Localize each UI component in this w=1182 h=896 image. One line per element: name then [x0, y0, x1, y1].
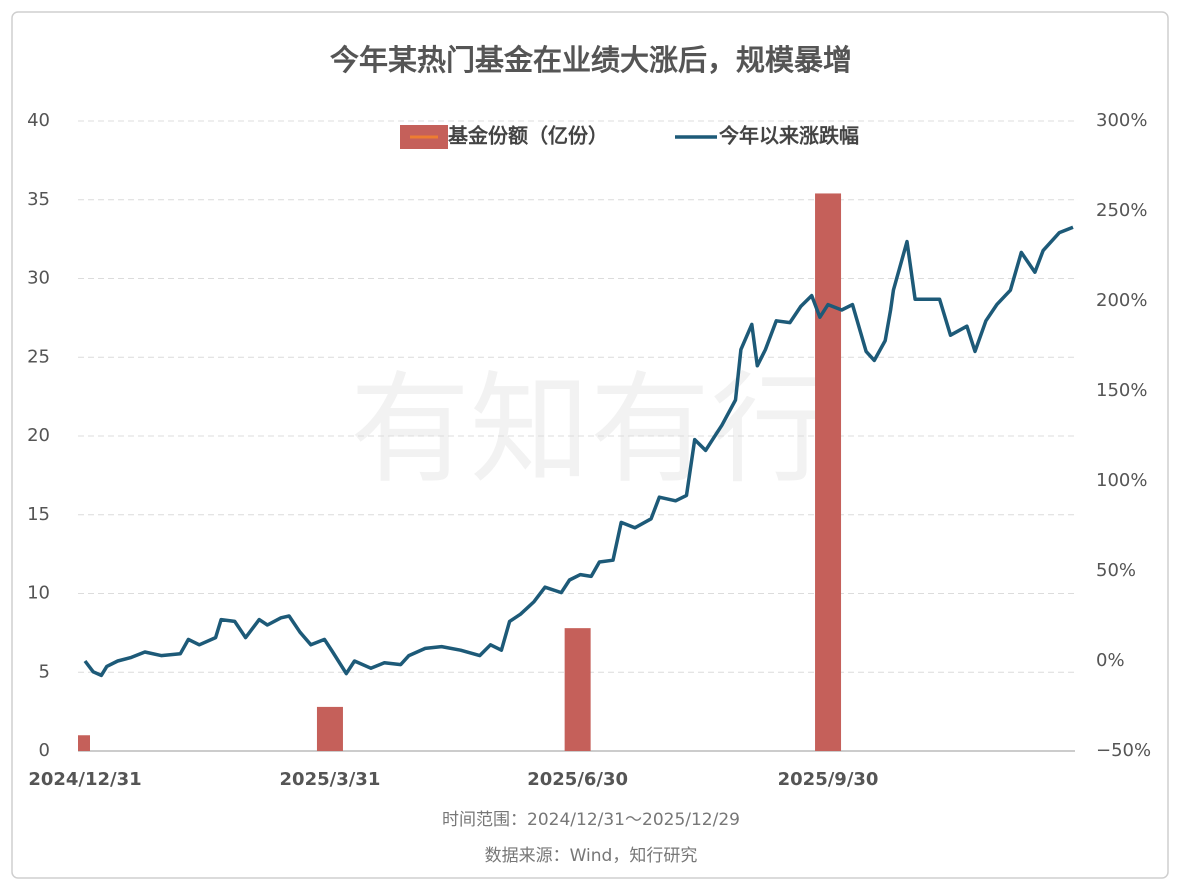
y-tick-label: 30	[27, 268, 50, 289]
bar	[78, 735, 90, 751]
y2-tick-label: 50%	[1096, 560, 1136, 581]
y2-tick-label: 300%	[1096, 110, 1147, 131]
watermark: 有知有行	[350, 361, 830, 500]
y2-tick-label: 250%	[1096, 200, 1147, 221]
line	[83, 225, 1074, 678]
y2-tick-label: 100%	[1096, 470, 1147, 491]
legend-label: 基金份额（亿份）	[448, 124, 608, 148]
chart-title: 今年某热门基金在业绩大涨后，规模暴增	[330, 43, 852, 77]
y2-tick-label: 200%	[1096, 290, 1147, 311]
y-tick-label: 35	[27, 189, 50, 210]
x-tick-label: 2025/6/30	[527, 769, 628, 790]
y-tick-label: 0	[39, 740, 50, 761]
legend-label: 今年以来涨跌幅	[719, 124, 859, 148]
x-tick-label: 2024/12/31	[28, 769, 141, 790]
note: 数据来源：Wind，知行研究	[485, 846, 698, 866]
bar	[815, 193, 842, 751]
y2-tick-label: −50%	[1096, 740, 1151, 761]
y-tick-label: 20	[27, 425, 50, 446]
y-tick-label: 25	[27, 346, 50, 367]
y2-tick-label: 0%	[1096, 650, 1125, 671]
y-tick-label: 10	[27, 583, 50, 604]
note: 时间范围：2024/12/31～2025/12/29	[442, 810, 740, 830]
x-tick-label: 2025/9/30	[778, 769, 879, 790]
y-tick-label: 5	[39, 661, 50, 682]
y-tick-label: 15	[27, 504, 50, 525]
frame	[11, 11, 1169, 879]
x-tick-label: 2025/3/31	[280, 769, 381, 790]
bar	[316, 706, 343, 751]
bar	[564, 628, 591, 751]
y-tick-label: 40	[27, 110, 50, 131]
y2-tick-label: 150%	[1096, 380, 1147, 401]
